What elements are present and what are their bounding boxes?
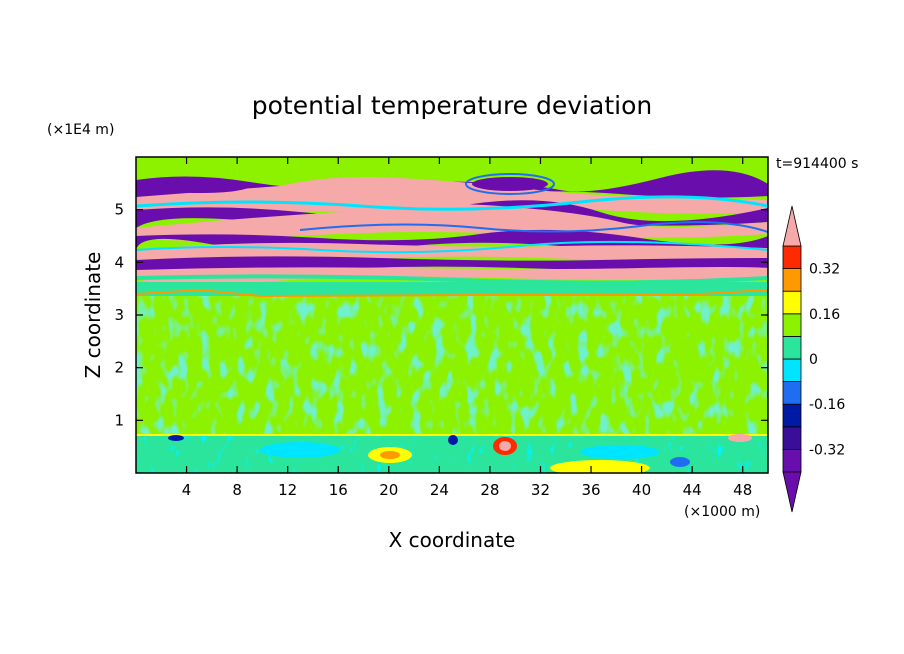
bl-cold-1 [448, 435, 458, 445]
x-tick-label: 36 [581, 481, 600, 499]
bl-warm-3 [550, 460, 650, 473]
top-eddy-left [150, 179, 250, 193]
x-tick-label: 32 [531, 481, 550, 499]
bl-warm-1-core [380, 451, 400, 459]
layer-pink-2 [136, 204, 768, 241]
y-tick-label: 3 [114, 306, 124, 324]
colorbar-bin [782, 268, 802, 292]
colorbar-extend-low [782, 471, 802, 513]
filament-blue-1 [299, 221, 768, 233]
transition-band [136, 282, 768, 296]
filament-cyan-1 [136, 195, 768, 211]
y-axis-label: Z coordinate [81, 252, 105, 379]
colorbar: 0.32 0.16 0 -0.16 -0.32 [782, 205, 845, 513]
y-axis-unit: (×1E4 m) [47, 122, 114, 138]
x-tick-label: 28 [480, 481, 499, 499]
heatmap-field [136, 157, 768, 473]
colorbar-bin [782, 335, 802, 360]
colorbar-bin [782, 245, 802, 270]
layer-pink-1 [136, 177, 768, 214]
colorbar-bin [782, 426, 802, 450]
bl-cold-3 [670, 457, 690, 467]
colorbar-label: -0.32 [809, 442, 845, 458]
bl-cold-2 [168, 435, 184, 441]
x-tick-label: 8 [232, 481, 242, 499]
colorbar-bin [782, 403, 802, 428]
x-tick-label: 20 [379, 481, 398, 499]
x-axis-label: X coordinate [389, 528, 516, 552]
x-axis-unit: (×1000 m) [684, 504, 760, 520]
colorbar-bin [782, 358, 802, 383]
colorbar-extend-high [782, 205, 802, 247]
top-eddy-blue [465, 173, 555, 195]
colorbar-label: 0.32 [809, 262, 840, 278]
colorbar-label: 0 [809, 352, 818, 368]
top-eddy-purple [472, 177, 548, 191]
colorbar-bin [782, 448, 802, 473]
colorbar-bin [782, 381, 802, 405]
y-tick-label: 5 [114, 201, 124, 219]
transition-warm [136, 288, 768, 298]
colorbar-bin [782, 313, 802, 337]
x-tick-label: 48 [733, 481, 752, 499]
filament-cyan-3 [136, 274, 768, 285]
x-ticks: 4 8 12 16 20 24 28 32 36 40 44 48 [182, 157, 752, 499]
colorbar-bin [782, 290, 802, 315]
field-mottle [136, 290, 768, 440]
x-tick-label: 40 [632, 481, 651, 499]
layer-pink-4 [136, 267, 768, 286]
time-label: t=914400 s [776, 156, 858, 172]
y-tick-label: 1 [114, 411, 124, 429]
bl-cyan-2 [580, 445, 660, 459]
y-tick-label: 4 [114, 253, 124, 271]
bl-warm-4 [728, 434, 752, 442]
filament-cyan-2 [136, 240, 768, 254]
x-tick-label: 16 [329, 481, 348, 499]
colorbar-label: 0.16 [809, 307, 840, 323]
bl-warm-2-core [499, 441, 511, 451]
y-ticks: 1 2 3 4 5 [114, 201, 768, 429]
colorbar-label: -0.16 [809, 397, 845, 413]
x-tick-label: 12 [278, 481, 297, 499]
x-tick-label: 24 [430, 481, 449, 499]
x-tick-label: 44 [683, 481, 702, 499]
bl-cyan-1 [260, 442, 340, 458]
chart-title: potential temperature deviation [252, 91, 652, 120]
y-tick-label: 2 [114, 359, 124, 377]
layer-top-green [136, 157, 768, 179]
x-tick-label: 4 [182, 481, 192, 499]
